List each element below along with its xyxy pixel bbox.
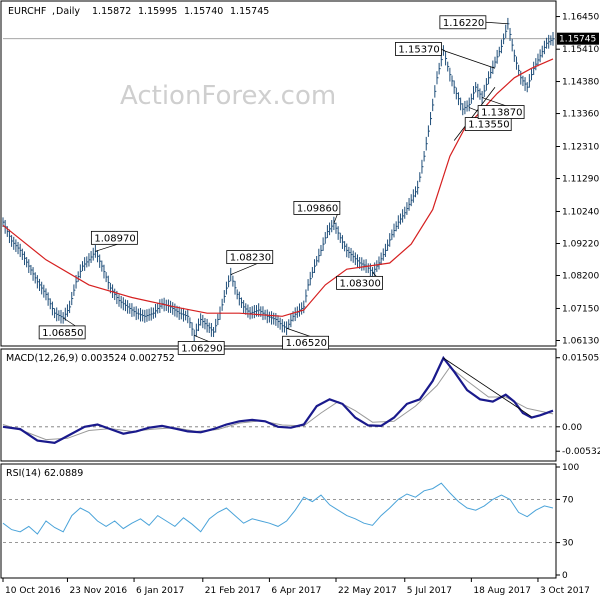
main-y-tick-label: 1.13360 — [562, 110, 599, 120]
macd-panel-frame — [0, 348, 557, 462]
main-header-symbol: EURCHF — [8, 6, 46, 17]
annotation-label: 1.08300 — [340, 278, 381, 289]
rsi-y-tick-label: 70 — [562, 495, 574, 505]
x-tick-label: 3 Oct 2017 — [540, 586, 590, 596]
annotation-label: 1.15370 — [398, 44, 439, 55]
annotation-label: 1.16220 — [443, 18, 484, 29]
main-y-tick-label: 1.07150 — [562, 304, 599, 314]
macd-signal-line — [2, 366, 554, 441]
rsi-line — [2, 482, 554, 535]
x-tick-label: 5 Jul 2017 — [407, 586, 452, 596]
sma-line — [2, 58, 554, 317]
main-y-tick-label: 1.11290 — [562, 175, 599, 185]
main-y-tick-label: 1.15410 — [562, 45, 599, 55]
main-header-close: 1.15745 — [230, 6, 269, 17]
main-y-tick-label: 1.09220 — [562, 239, 599, 249]
annotation-label: 1.13550 — [468, 120, 509, 131]
main-header-high: 1.15995 — [138, 6, 177, 17]
rsi-y-tick-label: 0 — [562, 571, 568, 581]
main-y-tick-label: 1.06130 — [562, 336, 599, 346]
annotation-box — [177, 341, 225, 355]
main-header-open: 1.15872 — [92, 6, 131, 17]
main-plot-layer: 1.08970 1.06850 1.06290 1.08230 1.06520 1.098… — [2, 15, 556, 355]
macd-trendline — [443, 357, 532, 418]
annotation-leader — [485, 21, 508, 25]
macd-header-label: MACD(12,26,9) 0.003524 0.002752 — [6, 353, 175, 364]
rsi-y-tick-label: 30 — [562, 539, 574, 549]
main-header-period: Daily — [56, 6, 80, 17]
annotation-box — [477, 105, 525, 119]
x-tick-label: 23 Nov 2016 — [69, 586, 127, 596]
x-tick-label: 6 Jan 2017 — [136, 586, 184, 596]
annotation-label: 1.06520 — [286, 338, 327, 349]
annotation-box — [293, 201, 341, 215]
main-y-tick-label: 1.10240 — [562, 207, 599, 217]
macd-line — [2, 355, 554, 445]
macd-plot-layer — [2, 355, 556, 445]
trendline-upper — [443, 50, 496, 69]
annotation-box — [90, 230, 138, 245]
main-y-tick-label: 1.16450 — [562, 13, 599, 23]
current-price-label: 1.15745 — [559, 35, 596, 45]
x-tick-label: 10 Oct 2016 — [5, 586, 61, 596]
rsi-header-label: RSI(14) 62.0889 — [6, 468, 83, 479]
current-price-tag — [557, 32, 599, 45]
annotation-box — [282, 335, 329, 350]
annotation-box — [439, 15, 487, 30]
annotation-box — [395, 42, 442, 56]
rsi-plot-layer — [2, 482, 556, 543]
main-header-sep: , — [52, 6, 55, 17]
annotation-label: 1.08230 — [230, 253, 271, 264]
rsi-panel-frame — [0, 463, 557, 579]
annotation-box — [226, 250, 274, 264]
watermark-text: ActionForex.com — [120, 81, 336, 111]
axes-layer: 1.16450 1.15410 1.14380 1.13360 1.12310 1.112… — [2, 13, 600, 596]
x-tick-label: 18 Aug 2017 — [473, 586, 531, 596]
macd-y-tick-label: 0.015052 — [562, 354, 600, 364]
annotation-label: 1.06850 — [42, 328, 83, 339]
annotation-label: 1.08970 — [94, 233, 135, 244]
annotation-label: 1.09860 — [297, 203, 338, 214]
x-tick-label: 22 May 2017 — [338, 586, 397, 596]
annotation-box — [336, 275, 383, 290]
annotation-box — [38, 325, 86, 340]
main-y-tick-label: 1.12310 — [562, 143, 599, 153]
macd-y-tick-label: 0.00 — [562, 423, 582, 433]
main-header-low: 1.15740 — [184, 6, 223, 17]
annotation-label: 1.13870 — [481, 108, 522, 119]
main-y-tick-label: 1.08200 — [562, 272, 599, 282]
annotation-label: 1.06290 — [181, 343, 222, 354]
main-y-tick-label: 1.14380 — [562, 78, 599, 88]
main-panel-frame — [0, 0, 557, 347]
rsi-y-tick-label: 100 — [562, 463, 579, 473]
trendline-lower — [453, 86, 496, 141]
x-tick-label: 21 Feb 2017 — [205, 586, 261, 596]
x-tick-label: 6 Apr 2017 — [271, 586, 321, 596]
